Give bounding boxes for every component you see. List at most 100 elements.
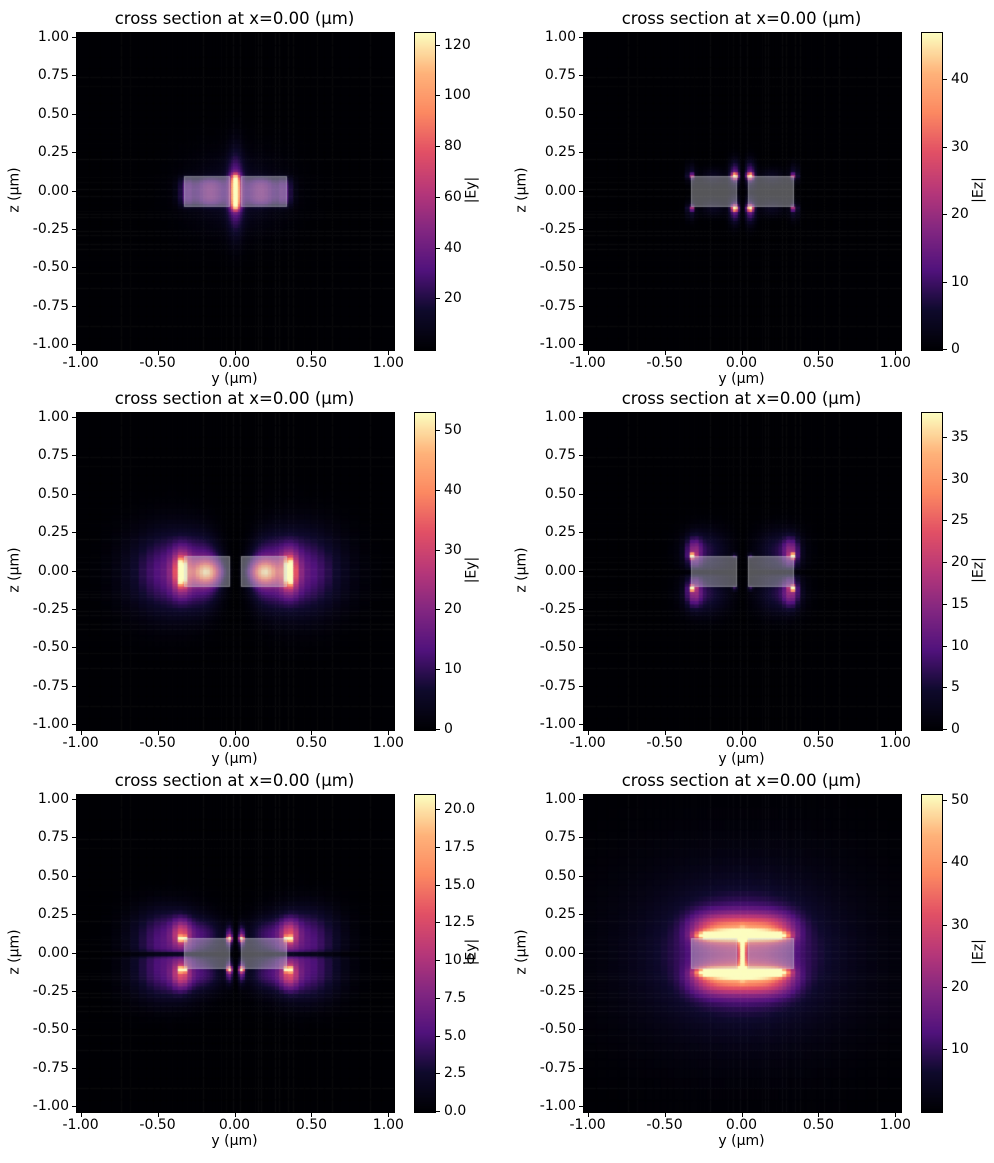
colorbar-tick-label: 40 (444, 481, 462, 498)
y-tick-label: -0.25 (539, 982, 576, 999)
x-tick-label: 0.50 (295, 1117, 328, 1133)
colorbar-tick-mark (943, 645, 947, 647)
y-tick-mark (579, 724, 583, 726)
colorbar-tick-mark (436, 247, 440, 249)
y-tick-label: -0.50 (539, 639, 576, 656)
colorbar-tick-mark (943, 520, 947, 522)
colorbar-gradient (415, 413, 435, 730)
colorbar-tick-label: 20 (951, 554, 969, 571)
y-tick-label: -0.75 (32, 297, 69, 314)
x-tick-mark (80, 351, 82, 355)
x-tick-mark (895, 351, 897, 355)
x-tick-label: -1.00 (62, 735, 99, 751)
y-tick-mark (72, 724, 76, 726)
x-tick-label: 0.00 (218, 1117, 251, 1133)
y-tick-label: 0.50 (37, 105, 69, 122)
x-tick-label: -0.50 (139, 1117, 176, 1133)
x-tick-label: -1.00 (569, 1117, 606, 1133)
colorbar-tick-label: 20 (444, 290, 462, 307)
y-tick-label: 0.00 (37, 562, 69, 579)
x-tick-mark (80, 1113, 82, 1117)
y-tick-mark (72, 875, 76, 877)
y-tick-mark (72, 532, 76, 534)
colorbar-tick-mark (436, 729, 440, 730)
y-tick-mark (579, 1106, 583, 1108)
heatmap-plot (76, 794, 395, 1113)
x-tick-mark (818, 731, 820, 735)
y-tick-label: -0.25 (539, 220, 576, 237)
y-tick-mark (72, 685, 76, 687)
y-tick-mark (72, 570, 76, 572)
heatmap-plot (76, 32, 395, 351)
colorbar-tick-mark (436, 429, 440, 431)
x-tick-label: 0.50 (295, 735, 328, 751)
x-tick-label: 0.00 (725, 1117, 758, 1133)
colorbar-tick-label: 30 (444, 541, 462, 558)
y-tick-mark (579, 36, 583, 38)
x-tick-label: 1.00 (879, 735, 911, 751)
x-tick-label: 0.00 (218, 355, 251, 371)
x-tick-label: -1.00 (569, 735, 606, 751)
y-tick-mark (72, 75, 76, 77)
x-tick-label: 0.50 (295, 355, 328, 371)
y-tick-mark (72, 914, 76, 916)
colorbar-tick-label: 15.0 (444, 876, 476, 893)
y-tick-label: -0.50 (32, 259, 69, 276)
colorbar-tick-mark (436, 196, 440, 198)
y-tick-mark (72, 990, 76, 992)
y-tick-mark (72, 305, 76, 307)
subplot-ez-mode2: cross section at x=0.00 (μm) z (μm) y (μ… (497, 388, 994, 776)
y-tick-mark (72, 152, 76, 154)
colorbar-tick-mark (943, 687, 947, 689)
y-tick-label: 0.00 (544, 562, 576, 579)
y-tick-mark (72, 1029, 76, 1031)
colorbar-tick-mark (943, 437, 947, 439)
x-tick-label: 0.00 (725, 355, 758, 371)
x-tick-mark (664, 1113, 666, 1117)
y-tick-mark (579, 875, 583, 877)
y-tick-label: 0.00 (544, 944, 576, 961)
plot-title: cross section at x=0.00 (μm) (114, 771, 355, 790)
colorbar-tick-label: 15 (951, 595, 969, 612)
y-tick-label: -0.25 (539, 600, 576, 617)
y-tick-mark (72, 952, 76, 954)
y-tick-mark (579, 798, 583, 800)
plot-title: cross section at x=0.00 (μm) (621, 9, 862, 28)
y-tick-mark (579, 267, 583, 269)
colorbar-tick-mark (436, 997, 440, 999)
y-tick-label: -1.00 (32, 1098, 69, 1115)
y-tick-label: -1.00 (539, 336, 576, 353)
subplot-ey-mode3: cross section at x=0.00 (μm) z (μm) y (μ… (0, 771, 497, 1163)
colorbar-tick-mark (943, 281, 947, 283)
heatmap-plot (583, 794, 902, 1113)
y-tick-mark (72, 1106, 76, 1108)
x-tick-label: 0.00 (725, 735, 758, 751)
colorbar-tick-mark (436, 809, 440, 811)
colorbar-gradient (415, 795, 435, 1112)
colorbar-tick-mark (436, 489, 440, 491)
x-tick-mark (664, 731, 666, 735)
y-tick-mark (72, 455, 76, 457)
colorbar-tick-mark (436, 44, 440, 46)
colorbar-tick-label: 20 (951, 978, 969, 995)
y-tick-mark (579, 455, 583, 457)
colorbar-tick-mark (943, 924, 947, 926)
y-tick-label: 0.50 (544, 867, 576, 884)
colorbar-tick-mark (943, 146, 947, 148)
colorbar-tick-label: 120 (444, 36, 471, 53)
x-tick-mark (388, 731, 390, 735)
x-tick-label: -0.50 (646, 735, 683, 751)
x-tick-mark (234, 1113, 236, 1117)
x-tick-mark (741, 1113, 743, 1117)
x-tick-label: -0.50 (646, 355, 683, 371)
y-tick-label: 0.75 (544, 67, 576, 84)
y-tick-label: 0.50 (37, 485, 69, 502)
colorbar-label: |Ey| (463, 556, 479, 583)
colorbar-tick-label: 35 (951, 429, 969, 446)
x-tick-mark (818, 1113, 820, 1117)
heatmap-canvas (584, 795, 901, 1112)
heatmap-plot (583, 412, 902, 731)
y-tick-mark (579, 1029, 583, 1031)
y-tick-mark (72, 608, 76, 610)
